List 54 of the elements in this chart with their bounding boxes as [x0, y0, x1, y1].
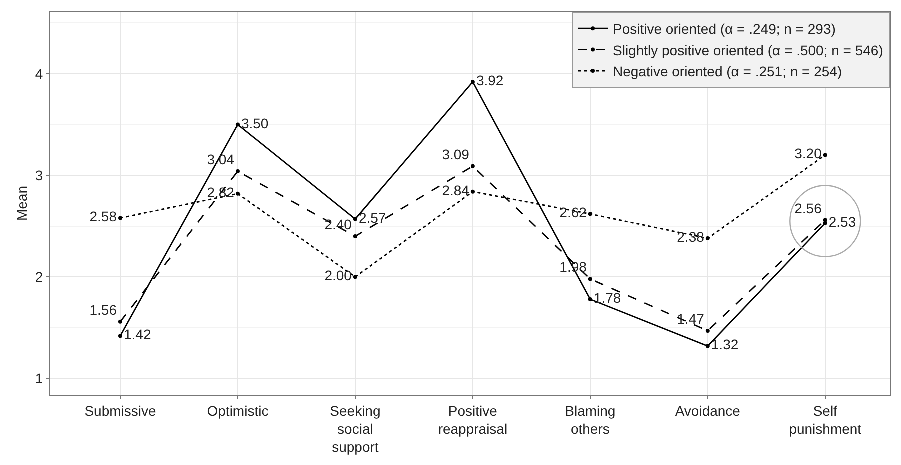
data-label: 1.32 [711, 336, 739, 353]
point [470, 190, 475, 194]
point [706, 236, 710, 241]
data-label: 3.50 [241, 115, 269, 132]
y-tick-label: 1 [35, 370, 44, 387]
legend-label: Positive oriented (α = .249; n = 293) [613, 21, 836, 38]
data-label: 3.20 [794, 146, 822, 162]
x-tick-label: Blaming others [565, 402, 616, 437]
data-label: 3.92 [476, 72, 504, 89]
point [236, 192, 240, 196]
y-tick-label: 2 [35, 269, 44, 286]
x-tick-label: Self punishment [789, 402, 862, 437]
point [118, 334, 122, 338]
x-tick-label: Seeking social support [330, 402, 381, 456]
point [470, 80, 475, 84]
point [236, 170, 240, 174]
data-label: 1.78 [594, 290, 622, 306]
data-label: 2.84 [442, 182, 470, 198]
legend-label: Slightly positive oriented (α = .500; n = 546) [613, 42, 884, 58]
data-label: 2.62 [560, 204, 588, 221]
x-tick-label: Submissive [84, 402, 156, 419]
data-label: 1.47 [677, 311, 705, 327]
y-tick-label: 3 [35, 167, 44, 184]
y-tick-label: 4 [35, 66, 44, 82]
data-label: 2.38 [677, 229, 705, 246]
point [470, 164, 475, 168]
data-label: 1.56 [90, 302, 118, 318]
data-label: 2.00 [324, 268, 352, 284]
legend-label: Negative oriented (α = .251; n = 254) [613, 63, 842, 80]
data-label: 2.57 [358, 210, 386, 226]
point [588, 277, 592, 282]
data-label: 1.42 [124, 326, 152, 343]
point [353, 275, 358, 280]
x-tick-label: Optimistic [207, 402, 269, 419]
point [236, 122, 240, 127]
x-tick-label: Avoidance [675, 402, 741, 419]
x-tick-label: Positive reappraisal [438, 402, 508, 437]
data-label: 2.53 [828, 214, 856, 230]
data-label: 2.40 [324, 216, 352, 233]
point [588, 212, 592, 216]
point [118, 216, 122, 220]
data-label: 2.58 [90, 208, 118, 225]
point [588, 298, 592, 302]
point [706, 329, 710, 333]
point [823, 153, 828, 158]
point [823, 221, 828, 226]
data-label: 2.56 [794, 200, 822, 216]
y-axis-title: Mean [14, 186, 30, 222]
data-label: 3.09 [442, 146, 470, 162]
point [353, 217, 358, 222]
point [353, 234, 358, 239]
point [118, 320, 122, 324]
point [706, 344, 710, 348]
point [823, 218, 828, 222]
